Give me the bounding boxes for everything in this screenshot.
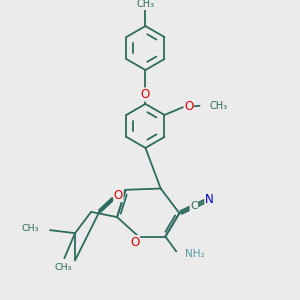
Text: O: O [184, 100, 193, 113]
Text: CH₃: CH₃ [54, 263, 72, 272]
Text: N: N [205, 193, 214, 206]
Text: O: O [114, 189, 123, 202]
Text: CH₃: CH₃ [136, 0, 154, 9]
Text: O: O [130, 236, 140, 248]
Text: NH₂: NH₂ [185, 249, 205, 259]
Text: O: O [141, 88, 150, 101]
Text: C: C [190, 201, 197, 211]
Text: CH₃: CH₃ [209, 101, 227, 111]
Text: CH₃: CH₃ [22, 224, 39, 233]
